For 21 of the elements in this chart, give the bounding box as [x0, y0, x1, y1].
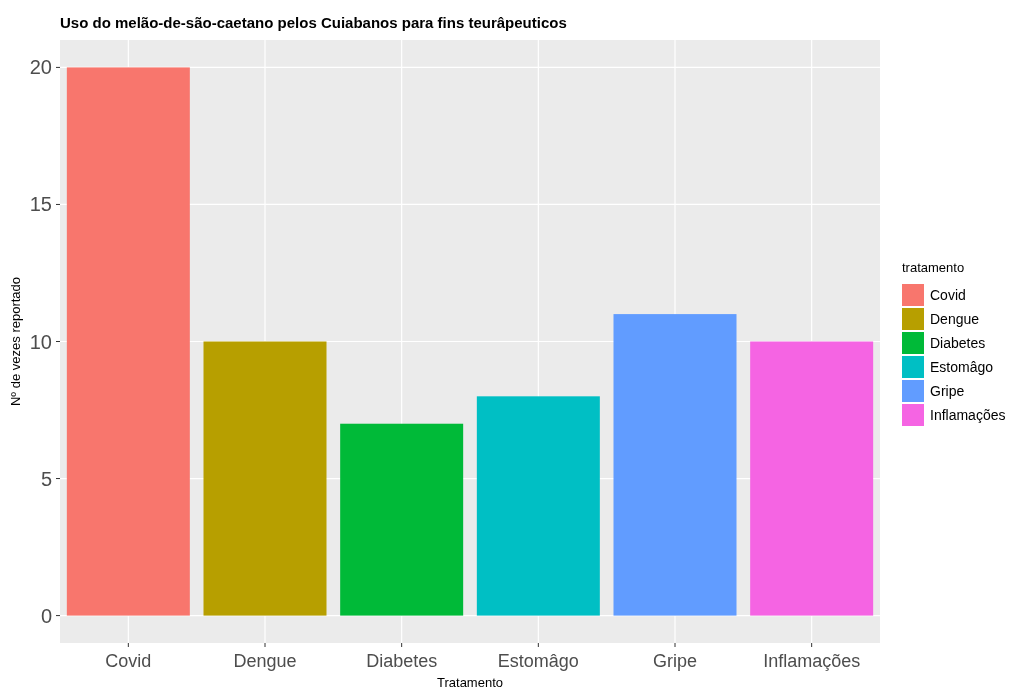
legend-label: Estomâgo — [930, 359, 994, 375]
x-tick-label: Diabetes — [366, 651, 438, 671]
x-tick-label: Gripe — [652, 651, 698, 671]
legend-label: Dengue — [930, 311, 980, 327]
legend-label: Covid — [930, 287, 966, 303]
chart-title: Uso do melão-de-são-caetano pelos Cuiabanos para fins teurâpeuticos — [60, 14, 567, 31]
x-tick-label: Estomâgo — [497, 651, 579, 671]
legend-label: Diabetes — [930, 335, 986, 351]
legend-label: Inflamações — [930, 407, 1006, 423]
x-axis-title: Tratamento — [437, 675, 503, 689]
legend-label: Gripe — [930, 383, 965, 399]
legend-title: tratamento — [902, 260, 965, 275]
y-tick-label: 0 — [40, 604, 52, 627]
x-tick-label: Dengue — [233, 651, 297, 671]
x-tick-label: Inflamações — [763, 651, 861, 671]
y-tick-label: 5 — [40, 467, 52, 490]
y-tick-label: 20 — [29, 56, 52, 79]
y-axis-title: Nº de vezes reportado — [8, 276, 23, 407]
y-tick-label: 10 — [29, 330, 52, 353]
x-tick-label: Covid — [105, 651, 152, 671]
y-tick-label: 15 — [29, 193, 52, 216]
